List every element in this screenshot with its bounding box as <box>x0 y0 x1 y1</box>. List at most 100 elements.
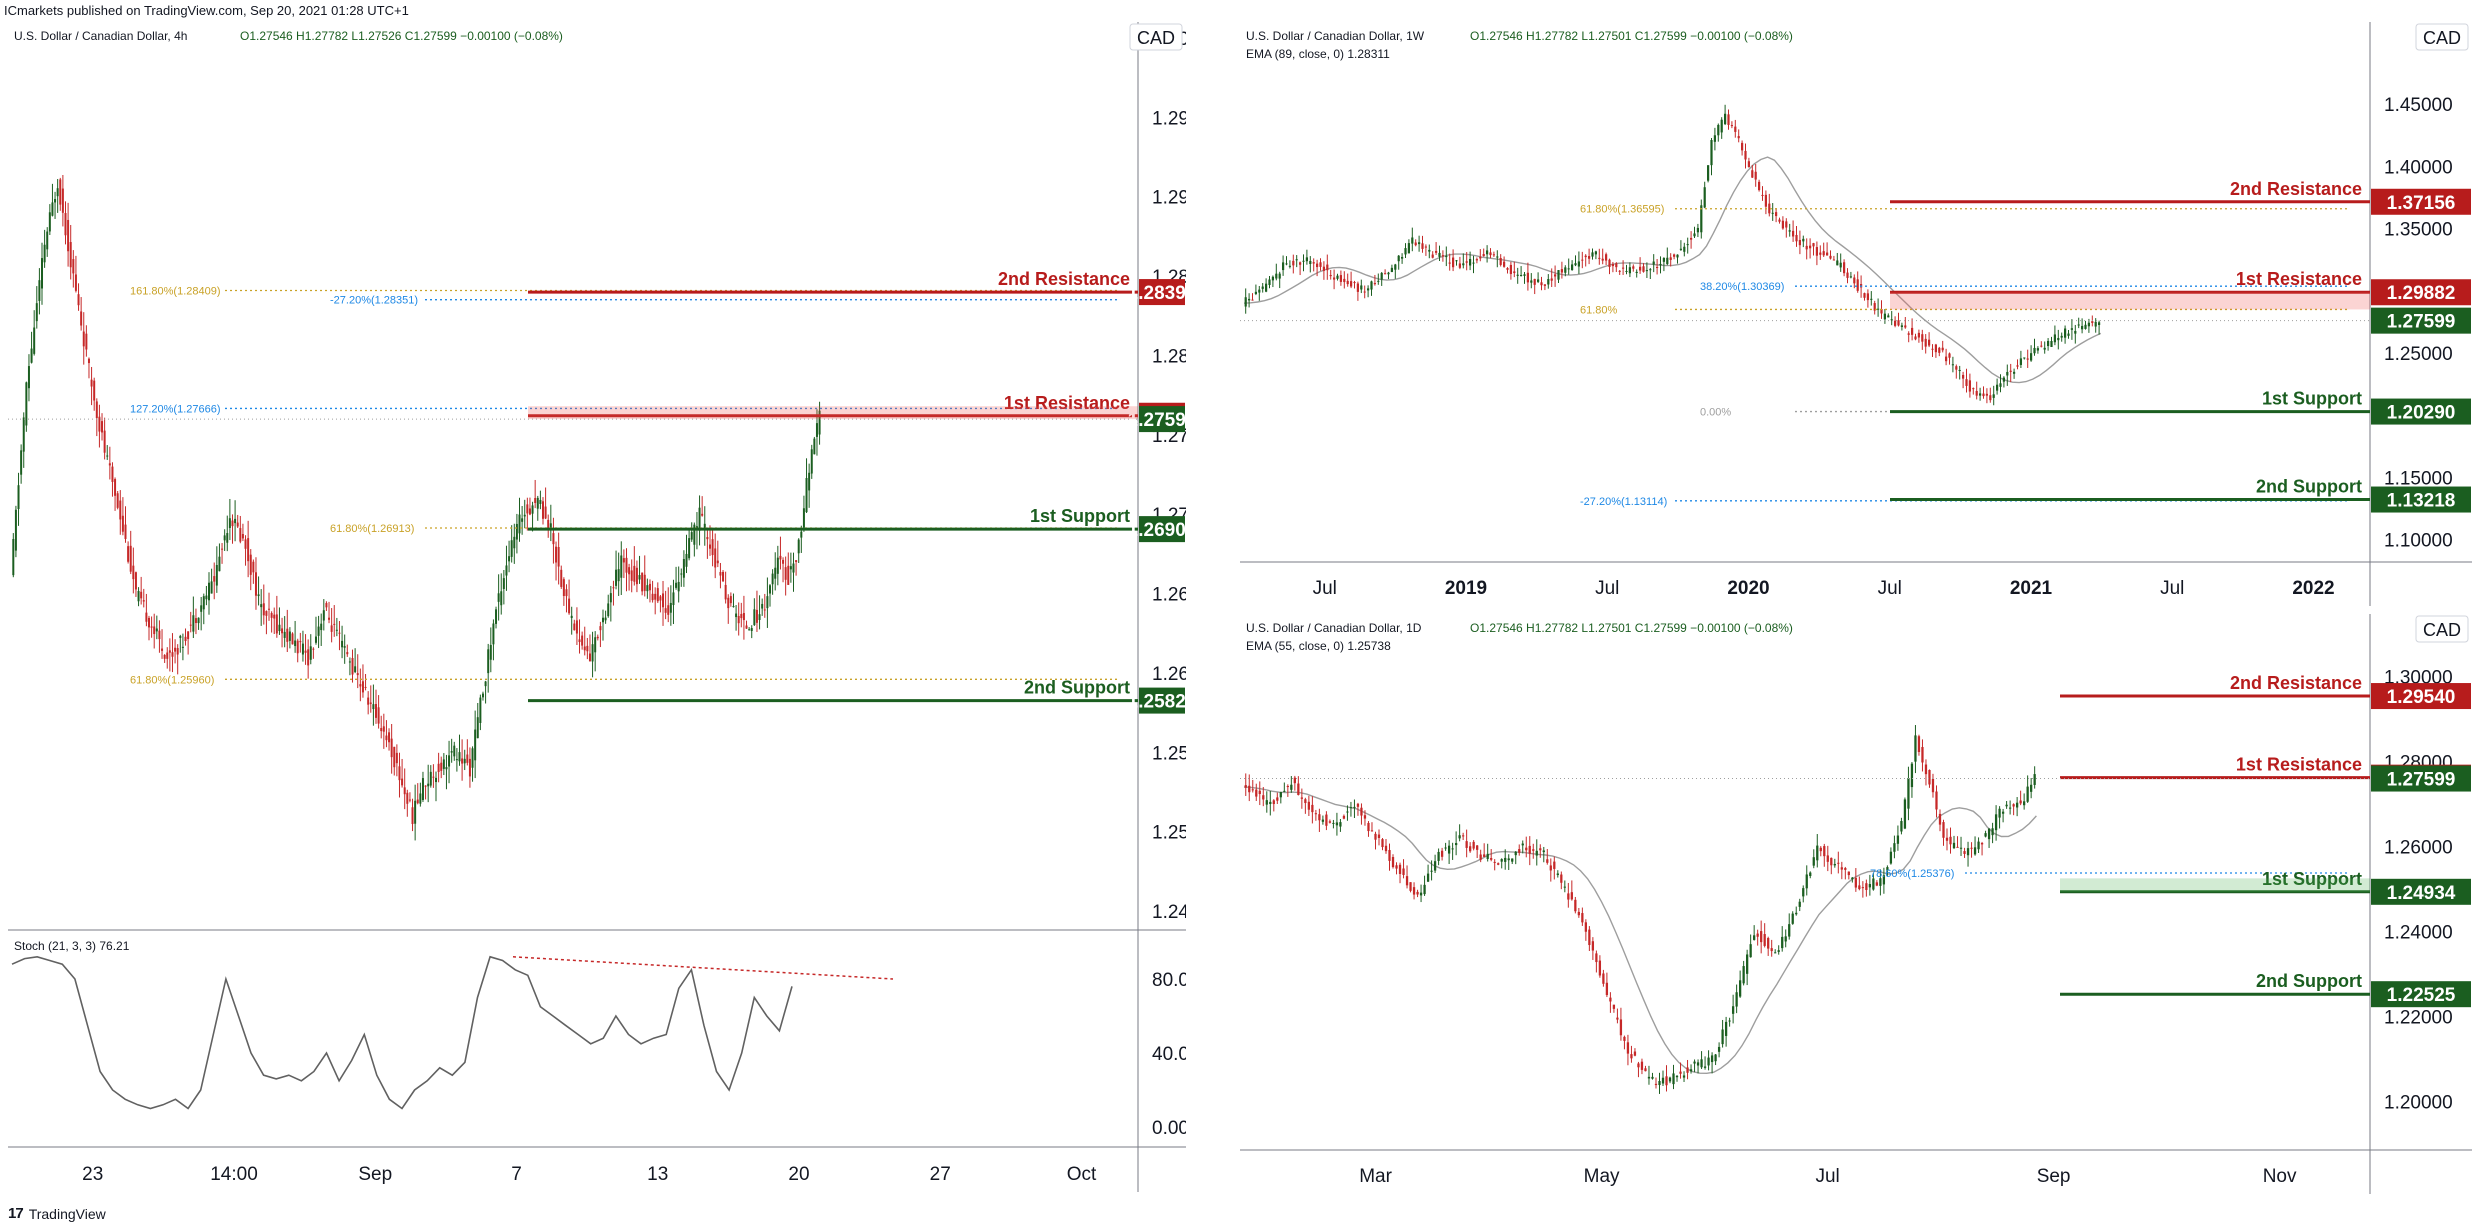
candle-body <box>1339 822 1342 827</box>
candle-body <box>155 628 158 632</box>
candle-body <box>1360 807 1363 816</box>
stoch-tick-label: 40.00 <box>1152 1044 1186 1065</box>
candle-body <box>1844 868 1847 870</box>
candle-body <box>1564 267 1567 273</box>
candle-body <box>1438 252 1441 257</box>
candle-body <box>481 693 484 698</box>
candle-body <box>1451 848 1454 850</box>
candle-body <box>2074 330 2077 334</box>
candle-body <box>372 704 375 710</box>
candle-body <box>604 617 607 621</box>
stoch-divergence-line <box>512 956 894 980</box>
candle-body <box>1798 239 1802 246</box>
candle-body <box>1931 348 1934 350</box>
candle-body <box>260 604 263 608</box>
price-tag-value: 1.13218 <box>2387 491 2456 512</box>
candle-body <box>1549 865 1552 871</box>
candle-body <box>294 640 297 647</box>
candle-body <box>1907 777 1910 809</box>
time-tick-label: Mar <box>1359 1166 1392 1187</box>
candle-body <box>1621 267 1625 269</box>
candle-body <box>562 579 565 597</box>
candle-body <box>1628 267 1632 274</box>
candle-body <box>1560 269 1564 273</box>
candle-body <box>1526 272 1530 283</box>
candle-body <box>1588 929 1591 946</box>
candle-body <box>1619 1019 1623 1036</box>
candle-body <box>1307 801 1311 810</box>
sr-level-label: 1st Support <box>1030 506 1130 526</box>
candle-body <box>1879 878 1882 886</box>
candle-body <box>1295 259 1298 261</box>
chart-panel-daily[interactable]: 1.30000 1.28000 1.26000 1.24000 1.22000 1.200… <box>1240 614 2472 1194</box>
candle-body <box>1989 395 1992 401</box>
candle-body <box>1374 833 1377 840</box>
candle-body <box>1336 275 1339 279</box>
candle-body <box>1251 789 1254 791</box>
candle-body <box>1963 851 1966 854</box>
candle-body <box>1423 884 1426 895</box>
candle-body <box>25 382 28 426</box>
candle-body <box>1367 822 1370 832</box>
candle-body <box>1942 822 1945 838</box>
candle-body <box>688 538 691 559</box>
fib-level-label: 161.80%(1.28409) <box>130 285 221 297</box>
fib-level-label: 61.80%(1.36595) <box>1580 204 1664 216</box>
candle-body <box>742 613 745 621</box>
candle-body <box>2050 340 2053 347</box>
chart-panel-4h[interactable]: 1.300001.295001.290001.285001.280001.275… <box>8 22 1186 1192</box>
candle-body <box>531 505 534 514</box>
candle-body <box>1616 1017 1619 1020</box>
candle-body <box>419 793 422 804</box>
price-tag-value: 1.37156 <box>2387 193 2456 214</box>
time-tick-label: Jul <box>2160 578 2184 599</box>
chart-panel-weekly[interactable]: 1.450001.400001.350001.300001.250001.200… <box>1240 22 2472 606</box>
candle-body <box>690 532 693 540</box>
candle-body <box>317 626 320 636</box>
candle-body <box>408 799 411 801</box>
price-tick-label: 1.24000 <box>2384 923 2453 944</box>
candle-body <box>1815 247 1819 256</box>
candle-body <box>1339 275 1343 282</box>
candle-body <box>774 567 777 579</box>
fib-level-label: 78.60%(1.25376) <box>1870 868 1954 880</box>
candle-body <box>1707 1057 1710 1066</box>
candle-body <box>98 416 101 432</box>
candle-body <box>1655 267 1659 269</box>
candle-body <box>1666 257 1669 265</box>
candle-body <box>680 573 683 575</box>
candle-body <box>1298 262 1302 265</box>
candle-body <box>1693 1061 1696 1064</box>
candle-body <box>471 748 474 768</box>
fib-level-label: 38.20%(1.30369) <box>1700 281 1784 293</box>
candle-body <box>2029 353 2033 361</box>
symbol-title: U.S. Dollar / Canadian Dollar, 1W <box>1246 29 1425 43</box>
candle-body <box>573 623 576 631</box>
candle-body <box>1744 150 1747 160</box>
sr-level-label: 2nd Support <box>1024 678 1130 698</box>
price-tick-label: 1.40000 <box>2384 157 2453 178</box>
candle-body <box>753 609 756 626</box>
candle-body <box>484 681 487 687</box>
candle-body <box>510 540 513 557</box>
candle-body <box>583 646 586 651</box>
candle-body <box>1886 867 1889 871</box>
candle-body <box>476 717 479 739</box>
tradingview-footer[interactable]: 17 TradingView <box>8 1205 106 1222</box>
candle-body <box>1956 846 1959 848</box>
candle-body <box>356 673 359 676</box>
candle-body <box>1433 861 1437 871</box>
candle-body <box>628 567 631 575</box>
candle-body <box>1749 944 1752 958</box>
candle-body <box>129 545 132 572</box>
candle-body <box>453 745 456 757</box>
candle-body <box>1297 783 1300 795</box>
sr-level-label: 2nd Resistance <box>2230 673 2362 693</box>
candle-body <box>1668 1077 1672 1082</box>
time-tick-label: Oct <box>1067 1164 1097 1185</box>
candle-body <box>463 758 466 764</box>
candle-body <box>1873 303 1876 311</box>
candle-body <box>622 558 625 563</box>
candle-body <box>1893 320 1897 326</box>
candle-body <box>208 582 211 601</box>
